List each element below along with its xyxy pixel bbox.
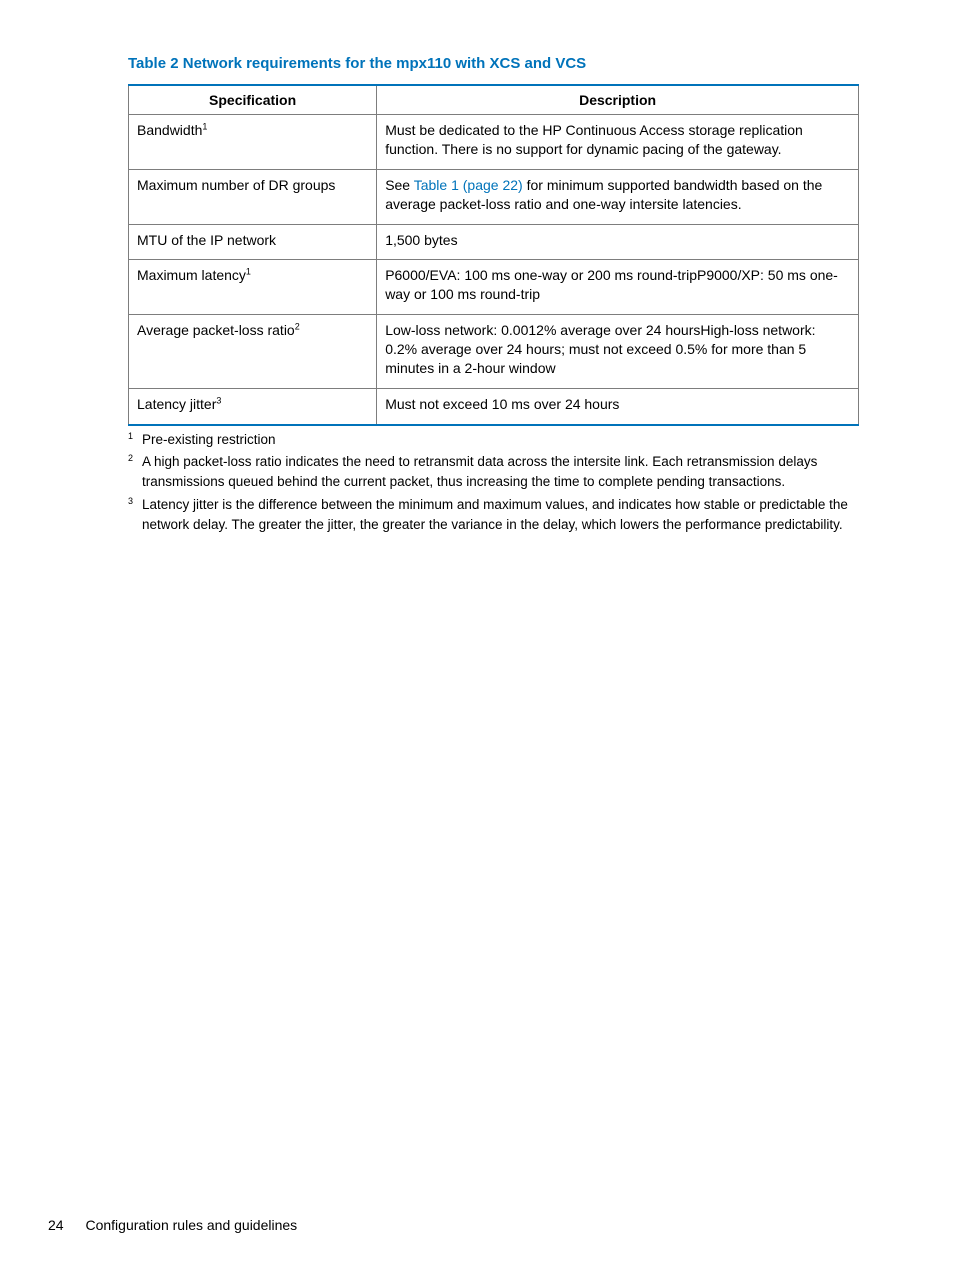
- footnote: 1 Pre-existing restriction: [128, 430, 859, 450]
- spec-cell: Maximum number of DR groups: [129, 169, 377, 224]
- desc-text: Must not exceed 10 ms over 24 hours: [385, 396, 619, 412]
- footnote-text: Pre-existing restriction: [142, 430, 859, 450]
- table-row: Latency jitter3 Must not exceed 10 ms ov…: [129, 388, 859, 424]
- spec-text: MTU of the IP network: [137, 232, 276, 248]
- table-row: Maximum number of DR groups See Table 1 …: [129, 169, 859, 224]
- spec-text: Average packet-loss ratio: [137, 322, 295, 338]
- page-footer: 24 Configuration rules and guidelines: [48, 1217, 297, 1233]
- footnote: 3 Latency jitter is the difference betwe…: [128, 495, 859, 536]
- spec-cell: MTU of the IP network: [129, 224, 377, 260]
- footnote-text: A high packet-loss ratio indicates the n…: [142, 452, 859, 493]
- desc-cell: 1,500 bytes: [377, 224, 859, 260]
- footnotes: 1 Pre-existing restriction 2 A high pack…: [128, 430, 859, 535]
- spec-cell: Bandwidth1: [129, 115, 377, 170]
- desc-text: P6000/EVA: 100 ms one-way or 200 ms roun…: [385, 267, 838, 302]
- table-row: Average packet-loss ratio2 Low-loss netw…: [129, 315, 859, 389]
- page-number: 24: [48, 1217, 64, 1233]
- desc-cell: Low-loss network: 0.0012% average over 2…: [377, 315, 859, 389]
- footnote-mark: 3: [128, 495, 142, 509]
- footnote-ref: 2: [295, 322, 300, 332]
- desc-text: See: [385, 177, 414, 193]
- desc-text: Must be dedicated to the HP Continuous A…: [385, 122, 803, 157]
- page-content: Table 2 Network requirements for the mpx…: [0, 0, 954, 535]
- footnote-ref: 1: [246, 267, 251, 277]
- spec-text: Maximum latency: [137, 267, 246, 283]
- spec-cell: Latency jitter3: [129, 388, 377, 424]
- col-header-desc: Description: [377, 85, 859, 115]
- section-title: Configuration rules and guidelines: [85, 1217, 297, 1233]
- col-header-spec: Specification: [129, 85, 377, 115]
- spec-text: Bandwidth: [137, 122, 202, 138]
- footnote-mark: 2: [128, 452, 142, 466]
- desc-cell: Must not exceed 10 ms over 24 hours: [377, 388, 859, 424]
- table-row: MTU of the IP network 1,500 bytes: [129, 224, 859, 260]
- table-row: Bandwidth1 Must be dedicated to the HP C…: [129, 115, 859, 170]
- desc-text: 1,500 bytes: [385, 232, 457, 248]
- desc-text: Low-loss network: 0.0012% average over 2…: [385, 322, 815, 376]
- table-row: Maximum latency1 P6000/EVA: 100 ms one-w…: [129, 260, 859, 315]
- footnote: 2 A high packet-loss ratio indicates the…: [128, 452, 859, 493]
- spec-cell: Average packet-loss ratio2: [129, 315, 377, 389]
- footnote-ref: 3: [216, 395, 221, 405]
- spec-cell: Maximum latency1: [129, 260, 377, 315]
- footnote-mark: 1: [128, 430, 142, 444]
- spec-text: Maximum number of DR groups: [137, 177, 335, 193]
- desc-cell: Must be dedicated to the HP Continuous A…: [377, 115, 859, 170]
- requirements-table: Specification Description Bandwidth1 Mus…: [128, 84, 859, 426]
- table-title: Table 2 Network requirements for the mpx…: [128, 55, 859, 72]
- footnote-text: Latency jitter is the difference between…: [142, 495, 859, 536]
- footnote-ref: 1: [202, 121, 207, 131]
- spec-text: Latency jitter: [137, 396, 216, 412]
- desc-cell: P6000/EVA: 100 ms one-way or 200 ms roun…: [377, 260, 859, 315]
- cross-reference-link[interactable]: Table 1 (page 22): [414, 177, 523, 193]
- desc-cell: See Table 1 (page 22) for minimum suppor…: [377, 169, 859, 224]
